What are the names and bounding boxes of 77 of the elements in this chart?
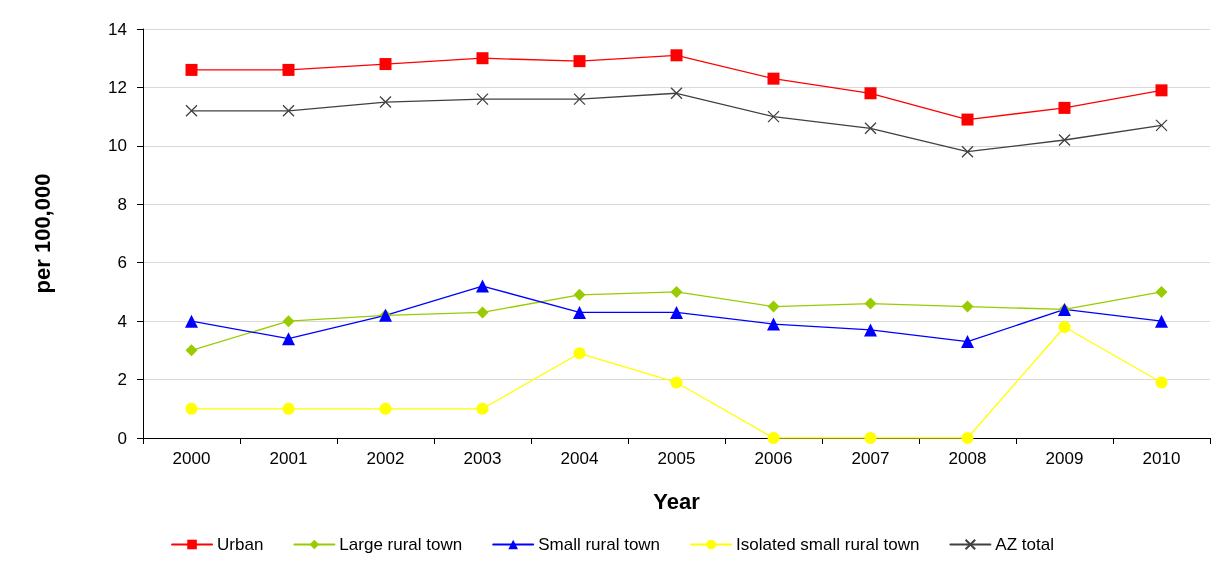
point <box>185 104 198 117</box>
x-axis-title: Year <box>653 488 701 514</box>
point <box>670 87 683 100</box>
point <box>282 402 295 415</box>
point <box>476 402 489 415</box>
y-tick-label: 6 <box>117 253 127 273</box>
point <box>961 335 974 349</box>
point <box>961 145 974 158</box>
point <box>767 432 780 444</box>
x-tick-label: 2008 <box>948 449 987 468</box>
point <box>185 344 198 357</box>
y-tick-label: 10 <box>108 136 127 156</box>
y-tick-label: 14 <box>108 19 127 39</box>
point <box>282 315 295 328</box>
x-tick-label: 2003 <box>463 449 502 468</box>
point <box>476 279 489 293</box>
point <box>282 63 295 76</box>
point <box>573 92 586 106</box>
point <box>670 376 683 389</box>
legend-label: Small rural town <box>538 535 661 554</box>
point <box>864 297 877 310</box>
point <box>379 402 392 415</box>
point <box>1155 376 1168 389</box>
point <box>767 110 780 123</box>
y-tick-label: 8 <box>117 194 127 214</box>
point <box>864 87 877 100</box>
legend-label: Large rural town <box>339 535 463 554</box>
point <box>767 72 780 85</box>
point <box>864 432 877 444</box>
point <box>961 432 974 444</box>
point <box>573 347 586 360</box>
x-tick-label: 2004 <box>560 449 599 468</box>
point <box>670 285 683 298</box>
point <box>1155 119 1168 132</box>
point <box>185 402 198 415</box>
point <box>476 52 489 65</box>
point <box>670 305 683 319</box>
point <box>1155 84 1168 97</box>
point <box>864 323 877 337</box>
legend-label: Urban <box>217 535 264 554</box>
point <box>185 63 198 76</box>
point <box>1058 320 1071 333</box>
point <box>864 122 877 135</box>
point <box>282 332 295 346</box>
y-axis-title: per 100,000 <box>29 173 55 294</box>
x-tick-label: 2010 <box>1142 449 1181 468</box>
point <box>379 95 392 109</box>
point <box>961 300 974 313</box>
point <box>1058 133 1071 147</box>
point <box>961 113 974 126</box>
x-tick-label: 2002 <box>366 449 405 468</box>
x-tick-label: 2000 <box>172 449 211 468</box>
y-tick-label: 2 <box>117 370 127 390</box>
point <box>767 317 780 331</box>
point <box>767 300 780 313</box>
y-tick-label: 4 <box>117 311 127 331</box>
x-tick-label: 2009 <box>1045 449 1084 468</box>
point <box>476 92 489 106</box>
point <box>1058 101 1071 114</box>
point <box>573 288 586 301</box>
point <box>573 305 586 319</box>
point <box>282 104 295 117</box>
x-tick-label: 2001 <box>269 449 308 468</box>
point <box>670 49 683 62</box>
point <box>379 58 392 71</box>
legend-label: Isolated small rural town <box>736 535 920 554</box>
point <box>1155 314 1168 328</box>
y-tick-label: 12 <box>108 77 127 97</box>
point <box>573 55 586 68</box>
point <box>476 306 489 319</box>
legend-label: AZ total <box>995 535 1054 554</box>
point <box>1155 285 1168 298</box>
point <box>185 314 198 328</box>
y-tick-label: 0 <box>117 428 127 448</box>
x-tick-label: 2006 <box>754 449 793 468</box>
x-tick-label: 2005 <box>657 449 696 468</box>
x-tick-label: 2007 <box>851 449 890 468</box>
